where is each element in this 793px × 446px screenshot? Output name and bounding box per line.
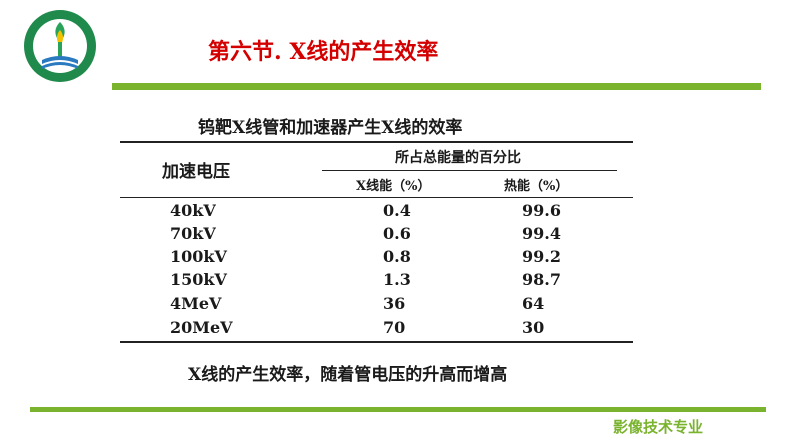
table-bottom-rule xyxy=(120,341,633,343)
cell-voltage: 40kV xyxy=(170,201,216,220)
header-heat-energy: 热能（%） xyxy=(504,179,569,194)
cell-heat: 98.7 xyxy=(522,270,561,289)
cell-xray: 0.8 xyxy=(383,247,411,266)
cell-heat: 99.2 xyxy=(522,247,561,266)
school-emblem-icon xyxy=(24,10,96,82)
title-divider xyxy=(112,83,761,90)
footer-divider xyxy=(30,407,766,412)
cell-xray: 1.3 xyxy=(383,270,411,289)
header-xray-energy: X线能（%） xyxy=(356,179,431,194)
cell-xray: 70 xyxy=(383,318,406,337)
cell-xray: 0.4 xyxy=(383,201,411,220)
conclusion-text: X线的产生效率，随着管电压的升高而增高 xyxy=(188,365,508,385)
cell-voltage: 150kV xyxy=(170,270,227,289)
cell-heat: 99.6 xyxy=(522,201,561,220)
header-sub-rule xyxy=(322,170,617,171)
table-title: 钨靶X线管和加速器产生X线的效率 xyxy=(198,118,463,138)
cell-voltage: 20MeV xyxy=(170,318,233,337)
cell-voltage: 70kV xyxy=(170,224,216,243)
slide-title: 第六节. X线的产生效率 xyxy=(208,39,439,65)
cell-heat: 64 xyxy=(522,294,545,313)
footer-label: 影像技术专业 xyxy=(613,418,704,436)
header-voltage: 加速电压 xyxy=(162,162,230,182)
cell-voltage: 4MeV xyxy=(170,294,222,313)
cell-voltage: 100kV xyxy=(170,247,227,266)
cell-xray: 36 xyxy=(383,294,406,313)
header-percent-group: 所占总能量的百分比 xyxy=(395,150,521,166)
cell-heat: 30 xyxy=(522,318,545,337)
cell-heat: 99.4 xyxy=(522,224,561,243)
table-top-rule xyxy=(120,141,633,143)
header-bottom-rule xyxy=(120,197,633,198)
cell-xray: 0.6 xyxy=(383,224,411,243)
